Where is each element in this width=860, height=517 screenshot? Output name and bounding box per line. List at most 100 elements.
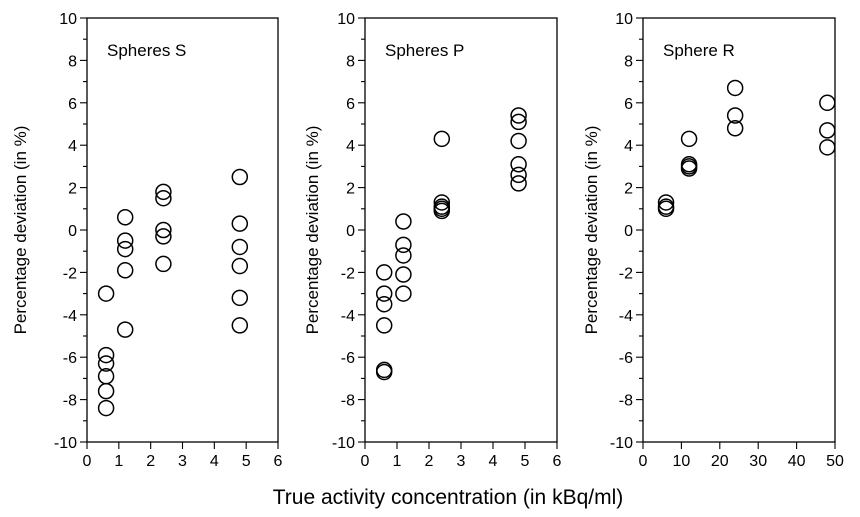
panel-title: Spheres S: [107, 41, 186, 60]
data-point: [726, 119, 744, 137]
y-axis-label: Percentage deviation (in %): [11, 126, 30, 335]
data-point: [375, 295, 393, 313]
x-tick-label: 6: [553, 453, 562, 470]
y-tick-label: -6: [63, 350, 77, 367]
plot-frame: [364, 17, 558, 443]
y-tick-label: 8: [68, 53, 77, 70]
y-tick-label: -10: [610, 435, 633, 452]
data-point: [680, 160, 698, 177]
x-tick-label: 0: [639, 453, 648, 470]
data-point: [657, 194, 675, 211]
data-point: [155, 255, 172, 273]
y-tick-label: -4: [63, 308, 77, 325]
data-point: [116, 209, 134, 226]
x-tick-label: 4: [210, 453, 219, 470]
y-tick-label: 0: [346, 223, 355, 240]
data-point: [395, 285, 412, 302]
y-tick-label: -8: [63, 393, 77, 410]
data-point: [395, 247, 412, 264]
data-point: [395, 236, 412, 254]
x-tick-label: 6: [274, 453, 283, 470]
data-point: [155, 221, 172, 239]
data-point: [375, 317, 393, 334]
x-tick-label: 50: [826, 453, 844, 470]
data-point: [433, 130, 451, 148]
x-tick-label: 40: [788, 453, 806, 470]
y-tick-label: -8: [341, 393, 355, 410]
data-point: [395, 266, 412, 283]
data-point: [375, 264, 393, 281]
data-point: [433, 194, 451, 211]
y-tick-label: 4: [346, 138, 355, 155]
y-tick-label: 8: [346, 53, 355, 70]
y-tick-label: -8: [619, 393, 633, 410]
data-point: [116, 232, 134, 249]
data-point: [726, 79, 744, 97]
y-tick-label: 2: [624, 181, 633, 198]
y-tick-label: 2: [68, 181, 77, 198]
data-point: [116, 262, 134, 279]
y-tick-label: -2: [619, 265, 633, 282]
data-point: [231, 238, 249, 256]
data-point: [155, 189, 172, 207]
data-point: [231, 317, 249, 334]
y-tick-label: -6: [619, 350, 633, 367]
data-point: [231, 289, 249, 307]
x-tick-label: 3: [178, 453, 187, 470]
x-tick-label: 20: [711, 453, 729, 470]
data-point: [375, 363, 393, 381]
data-point: [97, 399, 115, 417]
y-tick-label: -2: [63, 265, 77, 282]
x-tick-label: 4: [489, 453, 498, 470]
data-point: [116, 240, 134, 258]
y-tick-label: 10: [615, 11, 633, 28]
y-tick-label: -10: [54, 435, 77, 452]
data-point: [819, 122, 836, 139]
y-tick-label: 8: [624, 53, 633, 70]
y-axis-label: Percentage deviation (in %): [582, 126, 601, 335]
data-point: [97, 382, 115, 400]
panels: -10 -8 -6 -4 -2 0 2 4 6 8 10 0 1 2 3 4 5 6 Percentage devi…: [11, 11, 844, 470]
data-point: [726, 107, 744, 124]
y-tick-label: 2: [346, 181, 355, 198]
panel-3: -10 -8 -6 -4 -2 0 2 4 6 8 10 0 10 20 30 40 50 Percentage …: [582, 11, 844, 470]
data-point: [680, 130, 698, 148]
data-point: [116, 321, 134, 338]
data-point: [395, 213, 412, 230]
panel-title: Spheres P: [385, 41, 464, 60]
x-axis-label: True activity concentration (in kBq/ml): [273, 486, 624, 509]
y-tick-label: 6: [68, 96, 77, 113]
panel-1: -10 -8 -6 -4 -2 0 2 4 6 8 10 0 1 2 3 4 5 6 Percentage devi…: [11, 11, 283, 470]
data-point: [375, 285, 393, 302]
data-point: [97, 355, 115, 372]
data-point: [510, 132, 527, 150]
panel-title: Sphere R: [663, 41, 735, 60]
data-point: [231, 257, 249, 275]
x-tick-label: 2: [425, 453, 434, 470]
x-tick-label: 0: [361, 453, 370, 470]
y-axis-label: Percentage deviation (in %): [303, 126, 322, 335]
panel-2: -10 -8 -6 -4 -2 0 2 4 6 8 10 0 1 2 3 4 5 6 Percentage devi…: [303, 11, 562, 470]
y-tick-label: 4: [624, 138, 633, 155]
x-tick-label: 5: [242, 453, 251, 470]
y-tick-label: -2: [341, 265, 355, 282]
data-point: [819, 94, 836, 112]
x-tick-label: 2: [146, 453, 155, 470]
y-tick-label: 6: [346, 96, 355, 113]
x-tick-label: 5: [521, 453, 530, 470]
y-tick-label: -4: [341, 308, 355, 325]
data-point: [231, 168, 249, 186]
y-tick-label: -6: [341, 350, 355, 367]
plot-frame: [86, 17, 279, 443]
data-point: [510, 113, 527, 131]
data-point: [510, 166, 527, 184]
y-tick-label: -10: [332, 435, 355, 452]
y-tick-label: 0: [68, 223, 77, 240]
y-tick-label: 6: [624, 96, 633, 113]
data-point: [510, 156, 527, 173]
data-point: [510, 107, 527, 124]
x-tick-label: 1: [393, 453, 402, 470]
x-tick-label: 3: [457, 453, 466, 470]
x-tick-label: 10: [673, 453, 691, 470]
